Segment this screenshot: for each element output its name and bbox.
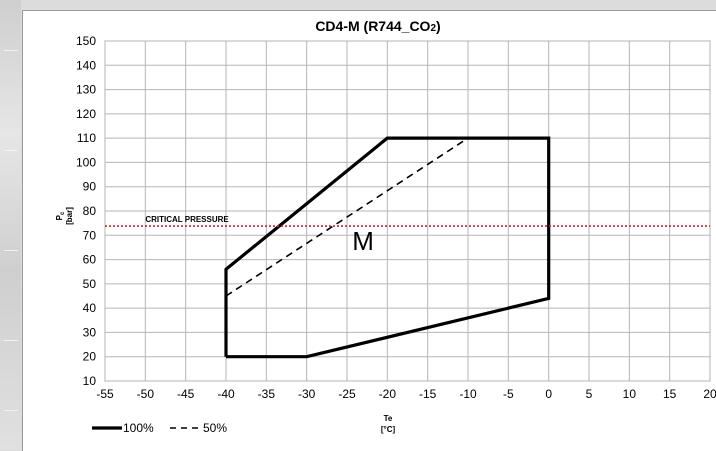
axis-labels: M CD4-M (R744_CO2) Te [°C] Pc [bar] <box>55 18 441 434</box>
y-tick-label: 50 <box>83 277 97 291</box>
strip-divider <box>4 50 18 51</box>
strip-divider <box>4 340 18 341</box>
y-tick-label: 30 <box>83 325 97 339</box>
x-tick-label: -5 <box>503 387 514 401</box>
y-tick-label: 90 <box>83 180 97 194</box>
series-line-half-load <box>225 137 469 297</box>
x-tick-label: -10 <box>459 387 477 401</box>
chart-title-main: CD4-M (R744_CO <box>315 18 430 34</box>
x-axis-unit: [°C] <box>381 425 396 434</box>
legend-label-full-load: 100% <box>123 421 154 435</box>
y-axis-label: Pc <box>55 211 66 220</box>
x-tick-label: 20 <box>703 387 716 401</box>
y-axis-label-group: Pc [bar] <box>55 207 74 225</box>
y-axis-symbol: P <box>55 214 64 220</box>
y-tick-label: 10 <box>83 374 97 388</box>
y-tick-label: 140 <box>76 58 96 72</box>
y-tick-label: 40 <box>83 301 97 315</box>
x-tick-label: -15 <box>419 387 437 401</box>
x-tick-label: -30 <box>298 387 316 401</box>
x-tick-label: -45 <box>177 387 195 401</box>
y-tick-label: 120 <box>76 107 96 121</box>
strip-divider <box>4 410 18 411</box>
chart-title-close: ) <box>436 18 441 34</box>
critical-pressure-group: CRITICAL PRESSURE <box>105 215 710 227</box>
y-axis-subscript: c <box>60 211 66 215</box>
chart-title-subscript: 2 <box>430 23 436 34</box>
y-tick-label: 80 <box>83 204 97 218</box>
series-group <box>224 136 551 359</box>
y-tick-label: 60 <box>83 253 97 267</box>
region-label: M <box>352 226 374 256</box>
strip-divider <box>4 150 18 151</box>
y-axis-unit: [bar] <box>65 207 74 225</box>
x-tick-label: 5 <box>586 387 593 401</box>
tick-labels: -55 -50 -45 -40 -35 -30 -25 -20 -15 -10 -5 0 5 10 15 20… <box>76 34 716 401</box>
x-tick-label: 15 <box>663 387 677 401</box>
legend: 100% 50% <box>92 421 227 435</box>
critical-pressure-label: CRITICAL PRESSURE <box>145 215 229 224</box>
y-tick-label: 150 <box>76 34 96 48</box>
y-tick-label: 110 <box>77 131 96 145</box>
series-line-full-load <box>224 136 551 359</box>
x-tick-label: -35 <box>258 387 276 401</box>
x-tick-label: 10 <box>623 387 637 401</box>
x-tick-label: -55 <box>96 387 114 401</box>
x-tick-label: -40 <box>217 387 235 401</box>
chart-title: CD4-M (R744_CO2) <box>315 18 440 34</box>
x-tick-label: -20 <box>379 387 397 401</box>
y-tick-label: 70 <box>83 228 97 242</box>
y-tick-label: 100 <box>76 155 96 169</box>
strip-divider <box>4 250 18 251</box>
grid <box>104 40 711 382</box>
x-tick-label: 0 <box>545 387 552 401</box>
x-axis-label: Te <box>384 414 393 423</box>
legend-label-half-load: 50% <box>203 421 227 435</box>
left-window-strip <box>0 0 21 450</box>
x-tick-label: -50 <box>137 387 155 401</box>
x-tick-label: -25 <box>338 387 356 401</box>
y-tick-label: 130 <box>76 83 96 97</box>
y-tick-label: 20 <box>83 350 97 364</box>
